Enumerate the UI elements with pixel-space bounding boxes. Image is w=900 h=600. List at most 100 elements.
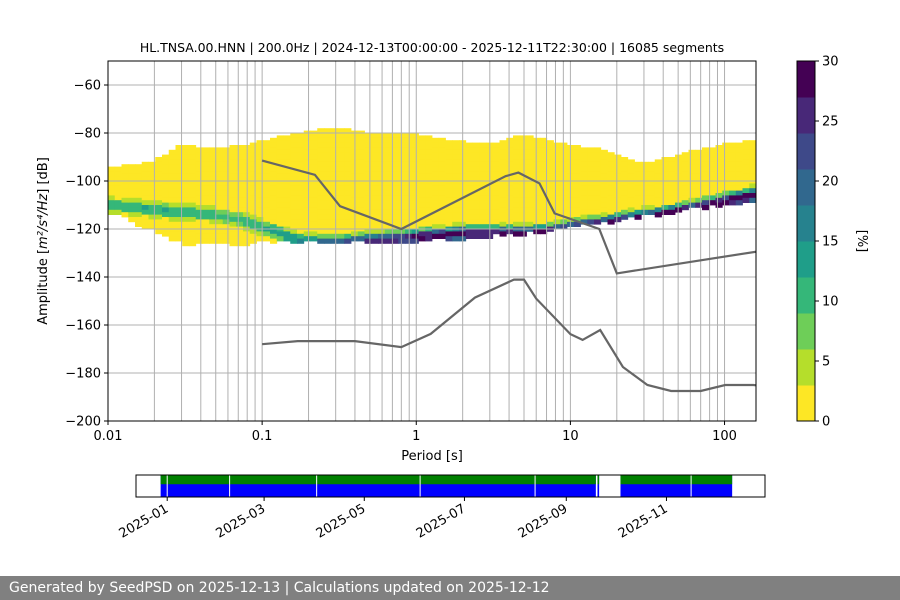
heatmap-cell <box>317 142 325 148</box>
heatmap-cell <box>344 147 352 153</box>
heatmap-cell <box>749 145 756 151</box>
heatmap-cell <box>324 128 332 134</box>
x-axis: 0.01 0.1 1 10 100 <box>94 421 737 444</box>
heatmap-cell <box>729 195 737 201</box>
heatmap-cell <box>465 214 473 220</box>
heatmap-cell <box>202 181 210 187</box>
heatmap-cell <box>411 171 419 177</box>
heatmap-cell <box>600 207 608 213</box>
heatmap-cell <box>310 212 318 218</box>
heatmap-cell <box>594 152 602 158</box>
heatmap-cell <box>202 238 210 244</box>
heatmap-cell <box>216 224 224 230</box>
heatmap-cell <box>513 173 521 179</box>
heatmap-cell <box>641 166 649 172</box>
heatmap-cell <box>513 202 521 208</box>
heatmap-cell <box>506 152 514 158</box>
heatmap-cell <box>405 209 413 215</box>
colorbar-swatch <box>797 73 815 80</box>
heatmap-cell <box>324 200 332 206</box>
heatmap-cell <box>513 135 521 141</box>
heatmap-cell <box>128 212 136 218</box>
heatmap-cell <box>148 200 156 206</box>
heatmap-cell <box>297 190 305 196</box>
heatmap-cell <box>128 164 136 170</box>
colorbar-label: [%] <box>854 230 869 253</box>
heatmap-cell <box>182 164 190 170</box>
heatmap-cell <box>519 173 527 179</box>
heatmap-cell <box>202 157 210 163</box>
heatmap-cell <box>168 159 176 165</box>
heatmap-cell <box>371 176 379 182</box>
heatmap-cell <box>270 166 278 172</box>
heatmap-cell <box>465 166 473 172</box>
heatmap-cell <box>384 133 392 139</box>
heatmap-cell <box>256 183 264 189</box>
heatmap-cell <box>546 159 554 165</box>
heatmap-cell <box>735 171 743 177</box>
heatmap-cell <box>155 181 163 187</box>
heatmap-cell <box>432 181 440 187</box>
heatmap-cell <box>425 217 433 223</box>
heatmap-cell <box>324 238 332 244</box>
heatmap-cell <box>614 164 622 170</box>
heatmap-cell <box>371 171 379 177</box>
heatmap-cell <box>155 157 163 163</box>
heatmap-cell <box>290 209 298 215</box>
colorbar-swatch <box>797 391 815 398</box>
timeline-data-segment <box>597 475 600 497</box>
colorbar-swatch <box>797 367 815 374</box>
heatmap-cell <box>337 128 345 134</box>
heatmap-cell <box>337 142 345 148</box>
heatmap-cell <box>310 221 318 227</box>
heatmap-cell <box>729 181 737 187</box>
heatmap-cell <box>330 176 338 182</box>
heatmap-cell <box>425 169 433 175</box>
heatmap-cell <box>519 183 527 189</box>
heatmap-cell <box>607 214 615 220</box>
heatmap-cell <box>303 217 311 223</box>
heatmap-cell <box>432 185 440 191</box>
heatmap-cell <box>452 159 460 165</box>
heatmap-cell <box>506 205 514 211</box>
heatmap-cell <box>384 171 392 177</box>
heatmap-cell <box>432 233 440 239</box>
heatmap-cell <box>587 205 595 211</box>
heatmap-cell <box>283 159 291 165</box>
heatmap-cell <box>324 157 332 163</box>
heatmap-cell <box>216 205 224 211</box>
heatmap-cell <box>195 152 203 158</box>
colorbar-swatch <box>797 181 815 188</box>
heatmap-cell <box>519 193 527 199</box>
heatmap-cell <box>425 221 433 227</box>
heatmap-cell <box>627 159 635 165</box>
heatmap-cell <box>337 171 345 177</box>
heatmap-cell <box>290 171 298 177</box>
heatmap-cell <box>256 149 264 155</box>
heatmap-cell <box>283 221 291 227</box>
heatmap-cell <box>553 209 561 215</box>
heatmap-cell <box>317 233 325 239</box>
heatmap-cell <box>168 173 176 179</box>
heatmap-cell <box>654 164 662 170</box>
heatmap-cell <box>411 205 419 211</box>
heatmap-cell <box>702 161 710 167</box>
heatmap-cell <box>216 195 224 201</box>
heatmap-cell <box>155 219 163 225</box>
heatmap-cell <box>506 166 514 172</box>
heatmap-cell <box>540 152 548 158</box>
heatmap-cell <box>263 183 271 189</box>
heatmap-cell <box>371 181 379 187</box>
heatmap-cell <box>695 169 703 175</box>
heatmap-cell <box>391 229 399 235</box>
heatmap-cell <box>405 200 413 206</box>
heatmap-cell <box>519 207 527 213</box>
heatmap-cell <box>371 209 379 215</box>
heatmap-cell <box>627 202 635 208</box>
heatmap-cell <box>668 195 676 201</box>
heatmap-cell <box>384 224 392 230</box>
heatmap-cell <box>452 164 460 170</box>
heatmap-cell <box>168 188 176 194</box>
heatmap-cell <box>249 219 257 225</box>
heatmap-cell <box>418 154 426 160</box>
